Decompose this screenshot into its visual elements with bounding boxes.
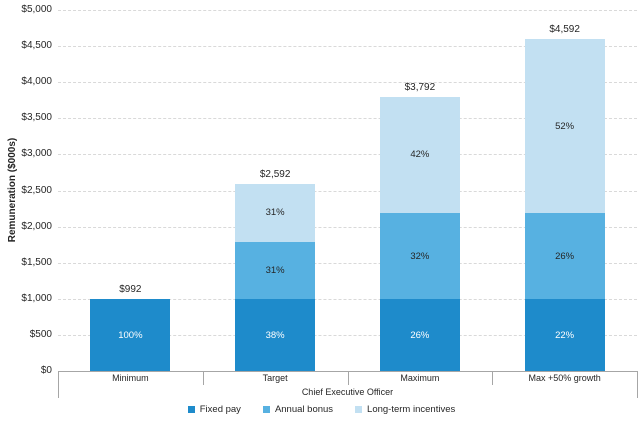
bar-segment-fixed-pay: 100%	[90, 299, 171, 371]
legend-label: Long-term incentives	[367, 403, 456, 415]
segment-percent-label: 26%	[555, 250, 575, 262]
bar-total-label: $992	[119, 284, 142, 296]
legend-swatch-icon	[355, 405, 363, 413]
segment-percent-label: 38%	[265, 329, 285, 341]
category-label-maximum: Maximum	[400, 373, 440, 383]
bar-segment-annual-bonus: 32%	[379, 212, 460, 300]
gridline	[58, 334, 637, 336]
category-axis-tick	[347, 371, 349, 385]
y-axis-tick-label: $3,000	[21, 148, 52, 160]
bar-segment-fixed-pay: 26%	[379, 299, 460, 371]
gridline	[58, 82, 637, 84]
bar-segment-long-term-incentives: 52%	[524, 39, 605, 213]
legend-label: Fixed pay	[199, 403, 241, 415]
legend-item-annual-bonus: Annual bonus	[262, 403, 334, 415]
gridline	[58, 118, 637, 120]
gridline	[58, 46, 637, 48]
segment-percent-label: 22%	[555, 329, 575, 341]
y-axis-tick-label: $0	[40, 365, 52, 376]
y-axis-tick-label: $1,000	[21, 292, 52, 304]
category-axis-tick	[58, 371, 59, 398]
gridline	[58, 226, 637, 228]
legend-item-fixed-pay: Fixed pay	[187, 403, 241, 415]
category-label-minimum: Minimum	[112, 373, 149, 383]
legend-swatch-icon	[262, 405, 270, 413]
category-label-max-50-growth: Max +50% growth	[528, 373, 601, 383]
legend-swatch-icon	[187, 405, 195, 413]
segment-percent-label: 32%	[410, 250, 430, 262]
y-axis-tick-label: $2,000	[21, 220, 52, 232]
gridline	[58, 262, 637, 264]
bar-total-label: $2,592	[259, 168, 291, 180]
bar-segment-fixed-pay: 22%	[524, 299, 605, 371]
gridline	[58, 10, 637, 11]
plot-area: 100% $992 38% 31% 31% $2,592 26% 32% 42% $3,792 22…	[58, 10, 637, 372]
bar-segment-long-term-incentives: 42%	[379, 97, 460, 213]
bar-total-label: $4,592	[549, 24, 580, 36]
y-axis-tick-label: $2,500	[21, 184, 52, 196]
y-axis-tick-label: $500	[29, 328, 52, 340]
segment-percent-label: 26%	[410, 329, 430, 341]
segment-percent-label: 52%	[555, 120, 575, 132]
gridline	[58, 190, 637, 192]
segment-percent-label: 100%	[118, 329, 143, 341]
x-axis-group-label: Chief Executive Officer	[301, 386, 394, 397]
y-axis-tick-label: $5,000	[21, 4, 52, 15]
y-axis-tick-label: $4,500	[21, 40, 52, 52]
segment-percent-label: 42%	[410, 149, 430, 161]
legend-item-long-term-incentives: Long-term incentives	[355, 404, 455, 415]
bar-segment-annual-bonus: 31%	[235, 241, 316, 300]
y-axis-tick-label: $4,000	[21, 76, 52, 88]
gridline	[58, 154, 637, 156]
bar-segment-fixed-pay: 38%	[235, 299, 316, 371]
segment-percent-label: 31%	[265, 265, 285, 277]
bar-total-label: $3,792	[404, 82, 436, 94]
category-label-target: Target	[262, 373, 288, 383]
bar-segment-long-term-incentives: 31%	[235, 183, 316, 242]
legend: Fixed pay Annual bonus Long-term incentive…	[0, 401, 643, 417]
y-axis-tick-label: $3,500	[21, 112, 52, 124]
segment-percent-label: 31%	[265, 207, 285, 219]
category-axis-tick	[492, 371, 494, 385]
category-axis-tick	[202, 371, 204, 385]
bar-segment-annual-bonus: 26%	[524, 212, 605, 300]
legend-label: Annual bonus	[274, 403, 334, 415]
y-axis-tick-label: $1,500	[21, 256, 52, 268]
gridline	[58, 298, 637, 300]
x-axis-category-band: Chief Executive Officer Minimum Target Max…	[58, 371, 638, 399]
category-axis-tick	[637, 371, 638, 398]
